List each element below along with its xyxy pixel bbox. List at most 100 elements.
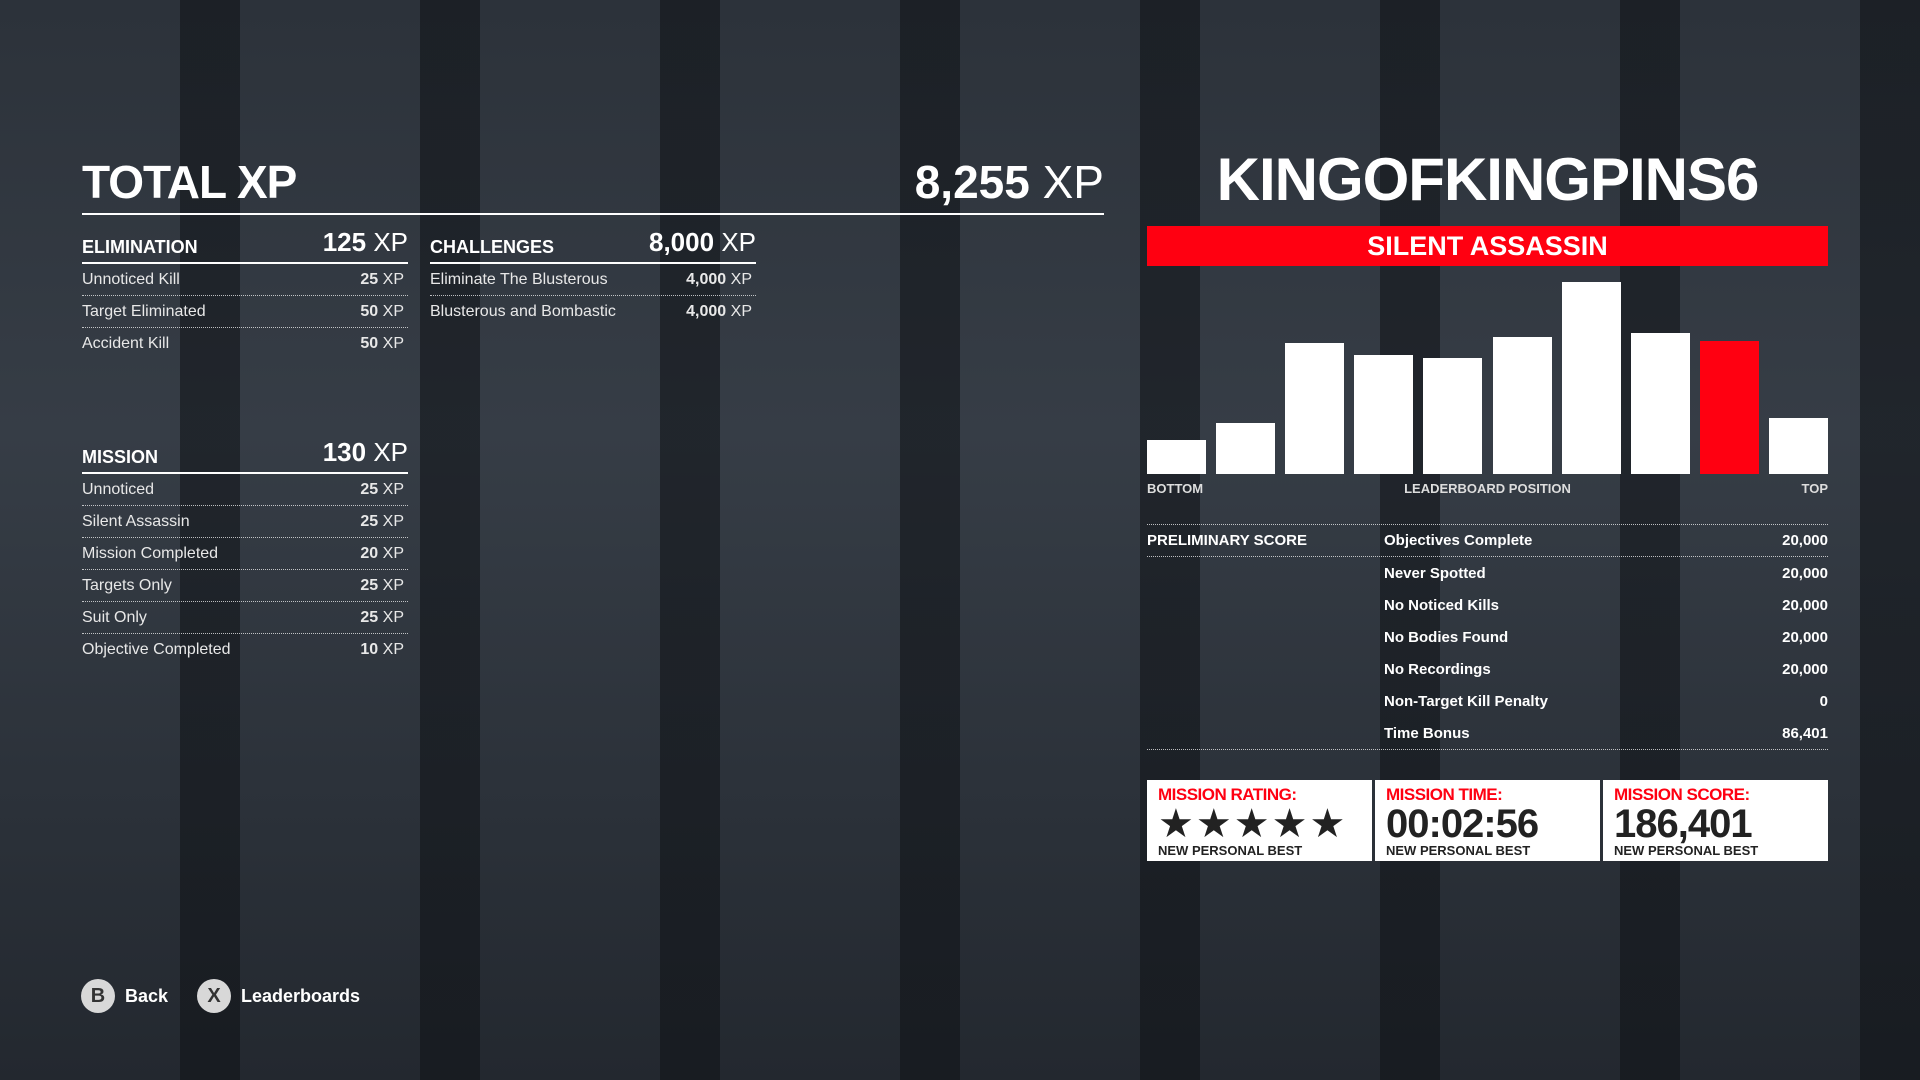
xp-row: Target Eliminated 50 XP bbox=[82, 296, 408, 328]
xp-row-value: 4,000 XP bbox=[686, 270, 752, 288]
section-title: CHALLENGES bbox=[430, 237, 555, 257]
mission-score-value: 186,401 bbox=[1614, 802, 1753, 846]
mission-time-box: MISSION TIME: 00:02:56 NEW PERSONAL BEST bbox=[1375, 780, 1600, 861]
xp-row-value: 10 XP bbox=[360, 641, 404, 658]
score-row: Non-Target Kill Penalty 0 bbox=[1147, 685, 1828, 717]
back-button[interactable]: B Back bbox=[81, 979, 168, 1013]
xp-row: Accident Kill 50 XP bbox=[82, 328, 408, 360]
xp-row-label: Unnoticed bbox=[82, 480, 155, 498]
leaderboards-button[interactable]: X Leaderboards bbox=[197, 979, 360, 1013]
total-xp-label: TOTAL XP bbox=[82, 156, 297, 208]
score-value: 20,000 bbox=[1782, 660, 1828, 678]
score-value: 20,000 bbox=[1782, 596, 1828, 614]
total-xp-header: TOTAL XP 8,255 XP bbox=[82, 155, 1104, 215]
score-label: No Recordings bbox=[1384, 660, 1491, 678]
xp-row-value: 25 XP bbox=[360, 270, 404, 288]
chart-label-center: LEADERBOARD POSITION bbox=[1404, 481, 1571, 496]
score-value: 20,000 bbox=[1782, 532, 1828, 549]
xp-row-label: Eliminate The Blusterous bbox=[430, 270, 608, 288]
score-row: Never Spotted 20,000 bbox=[1147, 557, 1828, 589]
score-label: Objectives Complete bbox=[1384, 532, 1533, 549]
xp-row-value: 25 XP bbox=[360, 512, 404, 530]
xp-row-label: Suit Only bbox=[82, 608, 147, 626]
score-value: 0 bbox=[1819, 692, 1828, 710]
score-label: No Bodies Found bbox=[1384, 628, 1509, 646]
section-xp: 8,000 XP bbox=[649, 227, 756, 257]
xp-row: Objective Completed 10 XP bbox=[82, 634, 408, 666]
mission-rating-box: MISSION RATING: ★★★★★ NEW PERSONAL BEST bbox=[1147, 780, 1372, 861]
score-row: No Bodies Found 20,000 bbox=[1147, 621, 1828, 653]
score-value: 86,401 bbox=[1782, 724, 1828, 742]
leaderboard-bar bbox=[1768, 417, 1828, 474]
score-label: Never Spotted bbox=[1384, 564, 1486, 582]
xp-row-value: 20 XP bbox=[360, 544, 404, 562]
x-button-icon: X bbox=[197, 979, 231, 1013]
personal-best-label: NEW PERSONAL BEST bbox=[1614, 843, 1759, 858]
personal-best-label: NEW PERSONAL BEST bbox=[1386, 843, 1531, 858]
leaderboard-bar bbox=[1285, 343, 1345, 474]
leaderboard-chart bbox=[1147, 270, 1828, 474]
leaderboard-bar bbox=[1492, 337, 1552, 474]
xp-row-value: 25 XP bbox=[360, 608, 404, 626]
xp-row: Targets Only 25 XP bbox=[82, 570, 408, 602]
mission-score-title: MISSION SCORE: bbox=[1614, 785, 1750, 804]
xp-row: Unnoticed 25 XP bbox=[82, 474, 408, 506]
xp-row: Suit Only 25 XP bbox=[82, 602, 408, 634]
mission-results: MISSION RATING: ★★★★★ NEW PERSONAL BEST … bbox=[1147, 780, 1828, 861]
score-value: 20,000 bbox=[1782, 628, 1828, 646]
xp-row-value: 50 XP bbox=[360, 302, 404, 320]
score-row: No Noticed Kills 20,000 bbox=[1147, 589, 1828, 621]
mission-rating-title: MISSION RATING: bbox=[1158, 785, 1297, 804]
section-xp: 125 XP bbox=[322, 227, 408, 257]
leaderboard-bar bbox=[1630, 333, 1690, 474]
score-label: Non-Target Kill Penalty bbox=[1384, 692, 1548, 710]
xp-row-value: 25 XP bbox=[360, 480, 404, 498]
xp-row: Blusterous and Bombastic 4,000 XP bbox=[430, 296, 756, 328]
mission-time-title: MISSION TIME: bbox=[1386, 785, 1503, 804]
leaderboard-bar bbox=[1354, 355, 1414, 474]
personal-best-label: NEW PERSONAL BEST bbox=[1158, 843, 1303, 858]
xp-row-label: Unnoticed Kill bbox=[82, 270, 180, 288]
leaderboard-bar bbox=[1216, 422, 1276, 474]
xp-row: Eliminate The Blusterous 4,000 XP bbox=[430, 264, 756, 296]
mission-time-value: 00:02:56 bbox=[1386, 802, 1539, 846]
leaderboard-bar bbox=[1147, 439, 1206, 474]
chart-label-top: TOP bbox=[1801, 481, 1829, 496]
elimination-section: ELIMINATION 125 XP Unnoticed Kill 25 XP Tar… bbox=[82, 224, 408, 360]
section-title: MISSION bbox=[82, 447, 159, 467]
total-xp-value: 8,255 XP bbox=[914, 156, 1104, 208]
score-value: 20,000 bbox=[1782, 564, 1828, 582]
rating-banner: SILENT ASSASSIN bbox=[1147, 226, 1828, 266]
leaderboards-label: Leaderboards bbox=[241, 985, 361, 1006]
xp-row: Unnoticed Kill 25 XP bbox=[82, 264, 408, 296]
xp-row-label: Objective Completed bbox=[82, 641, 231, 658]
chart-label-bottom: BOTTOM bbox=[1147, 481, 1204, 496]
xp-row-value: 50 XP bbox=[360, 335, 404, 352]
xp-row-label: Target Eliminated bbox=[82, 302, 206, 320]
preliminary-title: PRELIMINARY SCORE bbox=[1147, 532, 1308, 549]
leaderboard-bar bbox=[1561, 282, 1621, 474]
challenges-section: CHALLENGES 8,000 XP Eliminate The Bluster… bbox=[430, 224, 756, 328]
score-label: No Noticed Kills bbox=[1384, 596, 1500, 614]
preliminary-score-table: PRELIMINARY SCORE Objectives Complete 20,0… bbox=[1147, 524, 1828, 750]
xp-row-label: Blusterous and Bombastic bbox=[430, 303, 616, 320]
back-label: Back bbox=[125, 985, 169, 1006]
score-row: PRELIMINARY SCORE Objectives Complete 20,0… bbox=[1147, 525, 1828, 557]
xp-row-value: 4,000 XP bbox=[686, 303, 752, 320]
section-xp: 130 XP bbox=[322, 437, 408, 467]
xp-row-label: Targets Only bbox=[82, 576, 172, 594]
xp-row-label: Mission Completed bbox=[82, 544, 219, 562]
star-icons: ★★★★★ bbox=[1158, 802, 1348, 846]
xp-row-label: Accident Kill bbox=[82, 335, 170, 352]
mission-score-box: MISSION SCORE: 186,401 NEW PERSONAL BEST bbox=[1603, 780, 1828, 861]
xp-row-value: 25 XP bbox=[360, 576, 404, 594]
xp-row-label: Silent Assassin bbox=[82, 512, 190, 530]
score-row: Time Bonus 86,401 bbox=[1147, 717, 1828, 749]
b-button-icon: B bbox=[81, 979, 115, 1013]
player-bar bbox=[1699, 340, 1759, 474]
score-row: No Recordings 20,000 bbox=[1147, 653, 1828, 685]
player-name: KINGOFKINGPINS6 bbox=[1216, 146, 1760, 213]
score-label: Time Bonus bbox=[1384, 724, 1470, 742]
section-title: ELIMINATION bbox=[82, 237, 198, 257]
xp-row: Mission Completed 20 XP bbox=[82, 538, 408, 570]
